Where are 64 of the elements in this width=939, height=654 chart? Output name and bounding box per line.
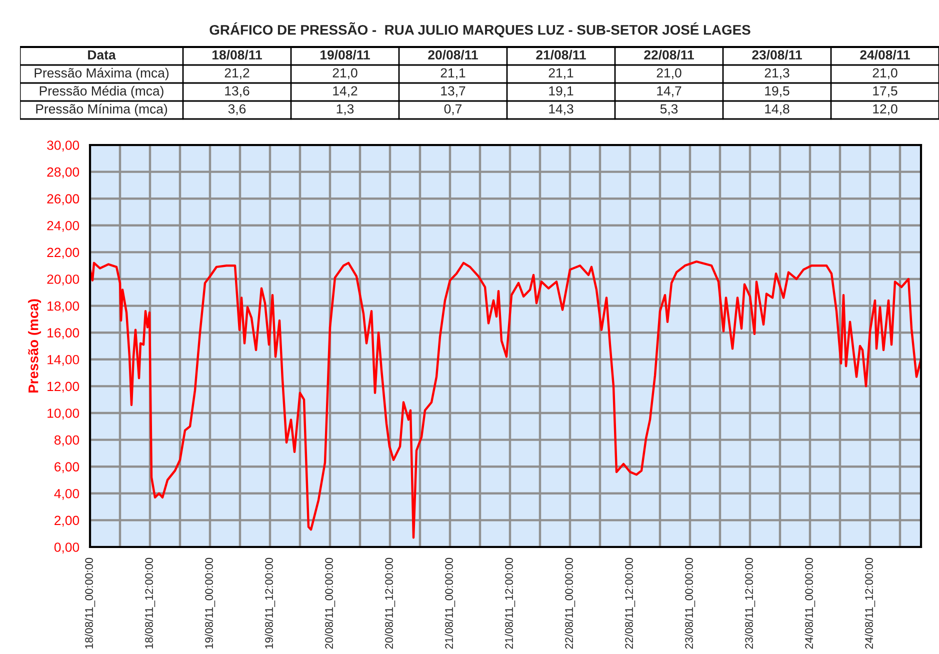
text: 17,5 [873, 86, 898, 98]
text: 12,0 [873, 104, 898, 116]
y-tick-label: 14,00 [48, 354, 80, 366]
text: 14,7 [657, 86, 682, 98]
y-tick-label: 10,00 [48, 408, 80, 420]
text: 20/08/11 [428, 50, 478, 60]
text: 22/08/11 [644, 50, 694, 60]
text: 14,3 [549, 104, 574, 116]
y-tick-label: 8,00 [54, 435, 80, 446]
y-axis-title: Pressão (mca) [28, 299, 42, 393]
x-tick-label: 18/08/11_12:00:00 [144, 558, 156, 648]
x-tick-label: 23/08/11_00:00:00 [684, 558, 696, 649]
y-tick-label: 20,00 [47, 274, 80, 286]
text: 5,3 [660, 104, 678, 116]
text: 18/08/11 [212, 50, 262, 60]
text: 3,6 [228, 104, 246, 116]
x-tick-label: 22/08/11_12:00:00 [624, 558, 636, 649]
y-tick-label: 28,00 [47, 167, 80, 178]
text: 13,6 [225, 86, 250, 98]
text: Pressão Mínima (mca) [36, 104, 168, 116]
x-tick-label: 24/08/11_00:00:00 [804, 558, 816, 649]
text: 21,3 [764, 68, 790, 80]
text: 14,8 [765, 104, 790, 116]
text: 19,5 [765, 86, 790, 98]
text: 13,7 [441, 86, 466, 98]
text: 0,7 [444, 104, 462, 116]
y-tick-label: 12,00 [48, 382, 80, 393]
y-tick-label: 30,00 [47, 140, 80, 152]
x-tick-label: 21/08/11_00:00:00 [444, 558, 456, 649]
y-tick-label: 6,00 [54, 462, 80, 474]
x-tick-label: 19/08/11_12:00:00 [264, 558, 276, 648]
text: 21,1 [440, 68, 466, 80]
x-tick-label: 19/08/11_00:00:00 [204, 558, 216, 648]
y-tick-label: 24,00 [47, 220, 80, 232]
y-tick-label: 26,00 [47, 194, 80, 206]
x-tick-label: 21/08/11_12:00:00 [504, 558, 516, 649]
text: 21,1 [548, 68, 574, 80]
x-tick-label: 20/08/11_12:00:00 [384, 558, 396, 649]
chart-title: GRÁFICO DE PRESSÃO - RUA JULIO MARQUES LUZ - SUB-SETOR JOSÉ LAGES [210, 22, 750, 38]
text: 1,3 [336, 104, 354, 116]
y-tick-label: 0,00 [54, 542, 80, 554]
y-tick-label: 22,00 [47, 248, 80, 259]
y-tick-label: 16,00 [48, 328, 80, 340]
y-tick-label: 4,00 [54, 488, 80, 500]
x-tick-label: 23/08/11_12:00:00 [744, 558, 756, 649]
text: 21/08/11 [536, 50, 586, 60]
text: 19/08/11 [320, 50, 370, 60]
text: Pressão Máxima (mca) [34, 68, 169, 80]
x-tick-label: 20/08/11_00:00:00 [324, 558, 336, 649]
text: 14,2 [333, 86, 358, 98]
y-tick-label: 2,00 [54, 516, 80, 527]
y-tick-label: 18,00 [48, 301, 80, 312]
x-tick-label: 18/08/11_00:00:00 [84, 558, 96, 648]
text: Data [88, 50, 116, 60]
text: 21,0 [872, 68, 898, 80]
text: 23/08/11 [752, 50, 802, 60]
x-tick-label: 22/08/11_00:00:00 [564, 558, 576, 649]
text: 21,0 [656, 68, 682, 80]
text: 21,2 [224, 68, 250, 80]
text: 24/08/11 [860, 50, 910, 60]
text: 21,0 [332, 68, 358, 80]
text: Pressão Média (mca) [40, 86, 164, 98]
text: 19,1 [549, 86, 574, 98]
x-tick-label: 24/08/11_12:00:00 [864, 558, 876, 649]
